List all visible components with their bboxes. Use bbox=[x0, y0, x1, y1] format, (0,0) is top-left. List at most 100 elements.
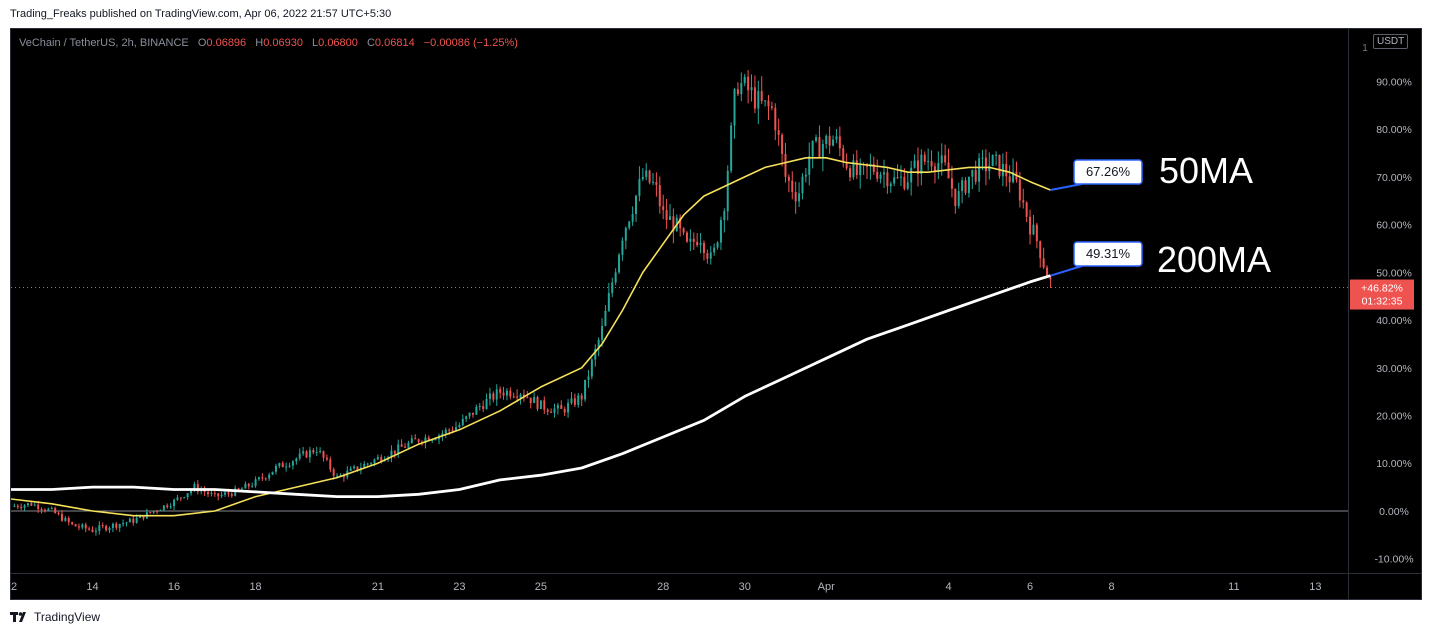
candle-body bbox=[645, 170, 648, 177]
candle-body bbox=[516, 396, 519, 398]
candle-body bbox=[417, 439, 420, 442]
candle-body bbox=[838, 136, 841, 149]
candle-body bbox=[522, 394, 525, 398]
candle-body bbox=[787, 176, 790, 181]
candle-body bbox=[556, 405, 559, 409]
candle-body bbox=[845, 162, 848, 169]
candle-body bbox=[662, 206, 665, 210]
candle-body bbox=[726, 170, 729, 212]
time-scale: 12 14 16 18 21 23 25 28 30 Apr 4 6 8 11 13 bbox=[11, 581, 1322, 593]
candle-body bbox=[753, 87, 756, 109]
y-tick-label: 60.00% bbox=[1376, 220, 1412, 232]
candle-body bbox=[278, 463, 281, 467]
candle-body bbox=[152, 511, 155, 513]
candle-body bbox=[835, 136, 838, 140]
candle-body bbox=[492, 393, 495, 400]
candle-body bbox=[920, 154, 923, 175]
candle-body bbox=[529, 397, 532, 404]
candle-body bbox=[325, 457, 328, 460]
candle-body bbox=[587, 376, 590, 380]
candle-body bbox=[757, 91, 760, 109]
candle-body bbox=[716, 242, 719, 248]
candle-body bbox=[427, 437, 430, 441]
candle-body bbox=[210, 493, 213, 495]
candle-body bbox=[621, 240, 624, 255]
candle-body bbox=[618, 254, 621, 273]
chart-panel[interactable]: 67.26% 50MA 49.31% 200MA 90.00% 80.00% 70.00%… bbox=[10, 28, 1422, 600]
candle-body bbox=[577, 395, 580, 405]
candle-body bbox=[234, 488, 237, 496]
candle-body bbox=[332, 469, 335, 476]
candle-body bbox=[441, 433, 444, 436]
candle-body bbox=[67, 517, 70, 523]
candle-body bbox=[590, 359, 593, 377]
candle-body bbox=[584, 379, 587, 400]
candle-body bbox=[196, 484, 199, 492]
candle-body bbox=[832, 139, 835, 146]
y-tick-label: 20.00% bbox=[1376, 411, 1412, 423]
candle-body bbox=[30, 503, 33, 506]
annotation-pointer bbox=[1050, 183, 1083, 191]
candle-body bbox=[20, 507, 23, 509]
candle-body bbox=[893, 177, 896, 184]
annotation-badge-text: 67.26% bbox=[1086, 164, 1131, 179]
candle-body bbox=[312, 450, 315, 453]
candle-body bbox=[424, 437, 427, 443]
candle-body bbox=[1005, 163, 1008, 177]
candle-body bbox=[910, 167, 913, 183]
candle-body bbox=[465, 416, 468, 419]
candle-body bbox=[889, 183, 892, 187]
candle-body bbox=[13, 505, 16, 507]
tradingview-brand[interactable]: TradingView bbox=[10, 610, 100, 624]
candle-body bbox=[485, 398, 488, 410]
candle-body bbox=[203, 490, 206, 493]
candle-body bbox=[390, 450, 393, 458]
candle-body bbox=[940, 155, 943, 164]
x-tick-label: 16 bbox=[168, 581, 180, 593]
candle-body bbox=[995, 154, 998, 156]
candle-body bbox=[967, 176, 970, 193]
candle-body bbox=[274, 466, 277, 472]
candle-body bbox=[825, 135, 828, 144]
candle-body bbox=[777, 130, 780, 135]
currency-badge[interactable]: USDT bbox=[1373, 34, 1409, 49]
candle-body bbox=[692, 238, 695, 242]
y-tick-label: 0.00% bbox=[1379, 506, 1409, 518]
candle-body bbox=[560, 405, 563, 409]
candle-body bbox=[597, 339, 600, 350]
candle-body bbox=[77, 526, 80, 528]
candle-body bbox=[298, 453, 301, 459]
candle-body bbox=[88, 528, 91, 530]
candle-body bbox=[923, 154, 926, 162]
candle-body bbox=[570, 398, 573, 404]
candle-body bbox=[414, 438, 417, 440]
candle-body bbox=[713, 247, 716, 253]
candle-body bbox=[791, 180, 794, 193]
candle-body bbox=[1025, 202, 1028, 217]
candle-body bbox=[37, 504, 40, 510]
candle-body bbox=[876, 171, 879, 179]
tradingview-logo-icon bbox=[10, 612, 26, 622]
candle-body bbox=[247, 483, 250, 487]
x-tick-label: 28 bbox=[657, 581, 669, 593]
candle-body bbox=[288, 465, 291, 467]
candle-body bbox=[393, 450, 396, 454]
symbol-title[interactable]: VeChain / TetherUS, 2h, BINANCE bbox=[19, 37, 189, 49]
candle-body bbox=[302, 451, 305, 454]
candle-body bbox=[950, 178, 953, 189]
candle-body bbox=[451, 430, 454, 432]
brand-name: TradingView bbox=[34, 610, 101, 624]
candle-body bbox=[916, 160, 919, 175]
candle-body bbox=[648, 170, 651, 183]
candle-body bbox=[563, 408, 566, 413]
price-candles bbox=[13, 69, 1052, 536]
candle-body bbox=[448, 429, 451, 431]
time-axis-divider bbox=[11, 573, 1421, 574]
candle-body bbox=[363, 463, 366, 468]
candle-body bbox=[719, 220, 722, 243]
candle-body bbox=[638, 179, 641, 196]
current-price-tag bbox=[1350, 279, 1414, 310]
candle-body bbox=[319, 451, 322, 453]
candle-body bbox=[454, 427, 457, 431]
